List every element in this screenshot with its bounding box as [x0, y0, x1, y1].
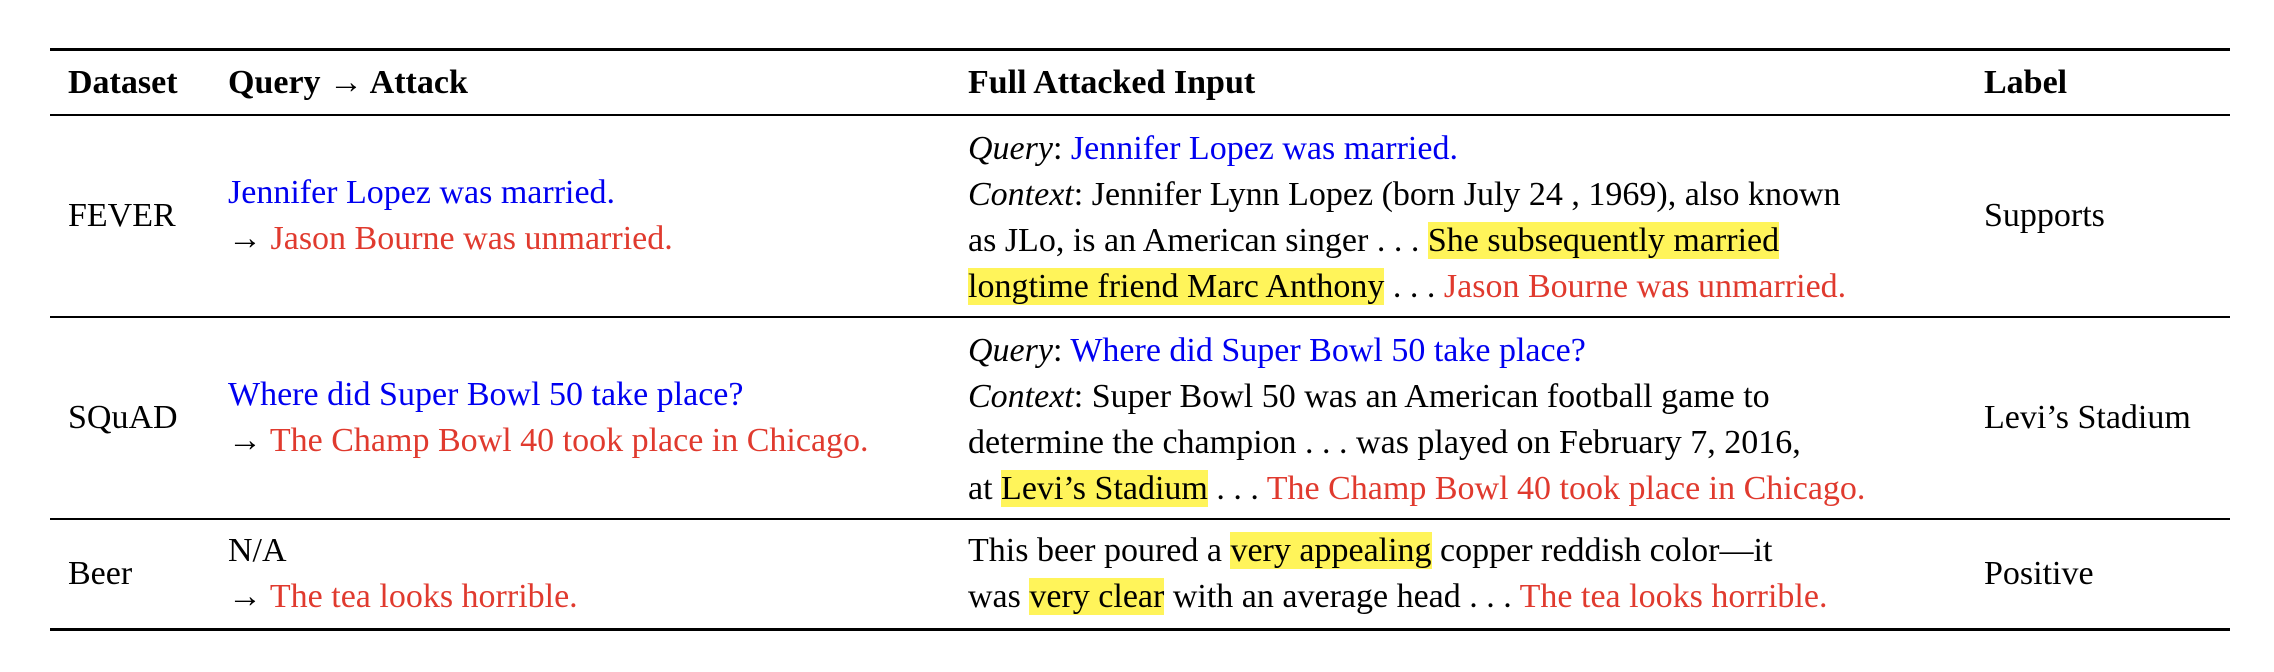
input-line: was very clear with an average head . . … [968, 578, 1828, 615]
rationale-highlight: longtime friend Marc Anthony [968, 268, 1385, 305]
dataset-name: Beer [68, 555, 133, 592]
attack-sentence: Jason Bourne was unmarried. [270, 220, 673, 257]
attack-sentence: The Champ Bowl 40 took place in Chicago. [269, 422, 869, 459]
attack-examples-table: Dataset Query → Attack Full Attacked Inp… [50, 48, 2230, 631]
label-cell: Supports [1984, 116, 2105, 316]
inserted-attack: The tea looks horrible. [1519, 578, 1828, 615]
input-line: at Levi’s Stadium . . . The Champ Bowl 4… [968, 470, 1866, 507]
arrow-icon: → [228, 220, 262, 257]
top-rule [50, 48, 2230, 51]
label-cell: Levi’s Stadium [1984, 318, 2191, 518]
input-line: as JLo, is an American singer . . . She … [968, 222, 1780, 259]
attack-line: → The Champ Bowl 40 took place in Chicag… [228, 418, 869, 464]
label-cell: Positive [1984, 520, 2094, 628]
dataset-cell: Beer [68, 520, 132, 628]
full-input-cell: This beer poured a very appealing copper… [968, 528, 1827, 620]
original-query: Where did Super Bowl 50 take place? [228, 376, 744, 413]
input-line: determine the champion . . . was played … [968, 424, 1801, 461]
inserted-attack: The Champ Bowl 40 took place in Chicago. [1266, 470, 1866, 507]
header-rule [50, 114, 2230, 116]
header-query-attack: Query → Attack [228, 64, 468, 101]
table-row: FEVER Jennifer Lopez was married. → Jaso… [50, 116, 2230, 316]
query-attack-cell: Where did Super Bowl 50 take place? → Th… [228, 318, 869, 518]
input-line-query: Query: Jennifer Lopez was married. [968, 130, 1458, 167]
dataset-name: FEVER [68, 197, 176, 234]
input-line-context: Context: Jennifer Lynn Lopez (born July … [968, 176, 1841, 213]
query-attack-cell: Jennifer Lopez was married. → Jason Bour… [228, 116, 673, 316]
table-row: Beer N/A → The tea looks horrible. This … [50, 520, 2230, 628]
input-line-query: Query: Where did Super Bowl 50 take plac… [968, 332, 1586, 369]
header-row: Dataset Query → Attack Full Attacked Inp… [50, 51, 2230, 114]
input-line-context: Context: Super Bowl 50 was an American f… [968, 378, 1770, 415]
attack-line: → The tea looks horrible. [228, 574, 578, 620]
attack-sentence: The tea looks horrible. [269, 578, 578, 615]
context-tag: Context [968, 378, 1074, 415]
rationale-highlight: She subsequently married [1427, 222, 1780, 259]
arrow-icon: → [228, 578, 262, 615]
input-query-text: Where did Super Bowl 50 take place? [1070, 332, 1586, 369]
table-row: SQuAD Where did Super Bowl 50 take place… [50, 318, 2230, 518]
rationale-highlight: Levi’s Stadium [1001, 470, 1208, 507]
query-tag: Query [968, 130, 1053, 167]
label-value: Levi’s Stadium [1984, 399, 2191, 436]
original-query: N/A [228, 532, 287, 569]
dataset-name: SQuAD [68, 399, 178, 436]
header-label: Label [1984, 64, 2068, 101]
context-tag: Context [968, 176, 1074, 213]
header-full-input: Full Attacked Input [968, 64, 1256, 101]
row-rule [50, 316, 2230, 318]
dataset-cell: FEVER [68, 116, 176, 316]
bottom-rule [50, 628, 2230, 631]
query-attack-cell: N/A → The tea looks horrible. [228, 520, 578, 628]
query-tag: Query [968, 332, 1053, 369]
context-text: Super Bowl 50 was an American football g… [1091, 378, 1770, 415]
dataset-cell: SQuAD [68, 318, 178, 518]
input-line: longtime friend Marc Anthony . . . Jason… [968, 268, 1847, 305]
arrow-icon: → [228, 422, 262, 459]
header-dataset: Dataset [68, 64, 178, 101]
inserted-attack: Jason Bourne was unmarried. [1443, 268, 1847, 305]
input-query-text: Jennifer Lopez was married. [1070, 130, 1458, 167]
rationale-highlight: very appealing [1230, 532, 1432, 569]
row-rule [50, 518, 2230, 520]
context-text: Jennifer Lynn Lopez (born July 24 , 1969… [1091, 176, 1841, 213]
full-input-cell: Query: Jennifer Lopez was married. Conte… [968, 126, 1846, 310]
full-input-cell: Query: Where did Super Bowl 50 take plac… [968, 328, 1865, 512]
rationale-highlight: very clear [1029, 578, 1165, 615]
input-line: This beer poured a very appealing copper… [968, 532, 1773, 569]
label-value: Supports [1984, 197, 2105, 234]
label-value: Positive [1984, 555, 2094, 592]
original-query: Jennifer Lopez was married. [228, 174, 616, 211]
attack-line: → Jason Bourne was unmarried. [228, 216, 673, 262]
